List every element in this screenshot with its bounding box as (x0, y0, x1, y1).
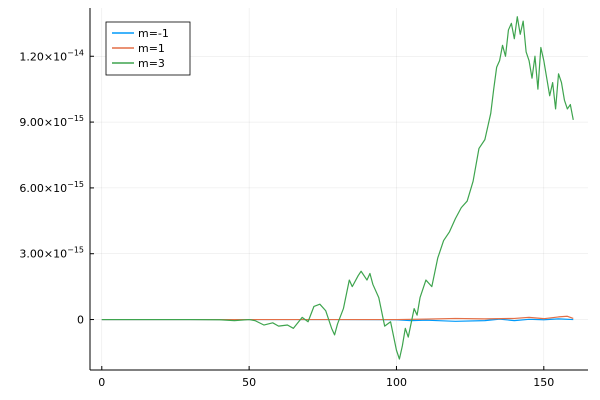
y-tick-label: 9.00×10−15 (19, 114, 84, 129)
x-tick-label: 50 (242, 376, 256, 389)
y-tick-label: 3.00×10−15 (19, 246, 84, 261)
tick-labels: 0 50 100 150 0 3.00×10−15 6.00×10−15 9.00×10−15… (19, 48, 554, 389)
x-tick-label: 100 (386, 376, 407, 389)
y-tick-label: 6.00×10−15 (19, 180, 84, 195)
y-tick-label: 1.20×10−14 (19, 48, 84, 63)
legend-label: m=3 (138, 57, 165, 70)
legend: m=-1 m=1 m=3 (105, 21, 191, 76)
x-tick-label: 0 (98, 376, 105, 389)
x-tick-label: 150 (533, 376, 554, 389)
series-line-m-1 (101, 315, 574, 321)
y-tick-label: 0 (77, 314, 84, 327)
axes (89, 8, 588, 371)
legend-label: m=1 (138, 42, 165, 55)
series-lines (101, 16, 574, 360)
series-line-m-3 (101, 16, 574, 360)
legend-label: m=-1 (138, 27, 169, 40)
